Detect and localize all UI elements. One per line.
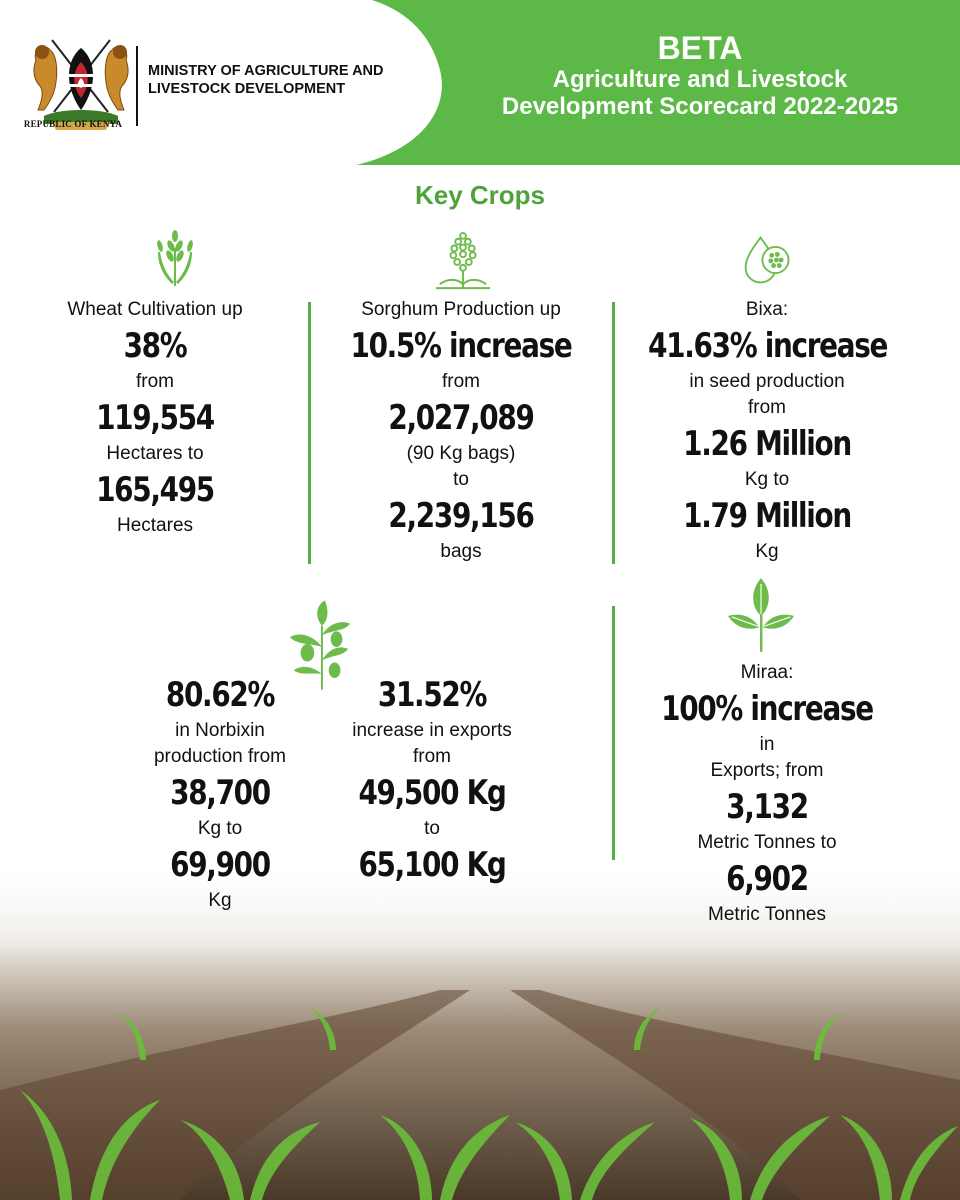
bixa-end-unit: Kg bbox=[755, 541, 779, 562]
miraa-label: Miraa: bbox=[740, 662, 794, 683]
wheat-label: Wheat Cultivation up bbox=[67, 299, 243, 320]
norbixin-start-value: 38,700 bbox=[170, 773, 271, 813]
sorghum-label: Sorghum Production up bbox=[361, 299, 561, 320]
wheat-icon bbox=[157, 230, 193, 286]
exports-to: to bbox=[424, 818, 440, 839]
sorghum-end-value: 2,239,156 bbox=[388, 496, 534, 536]
miraa-start-value: 3,132 bbox=[726, 787, 809, 827]
coat-of-arms-icon bbox=[33, 39, 129, 130]
sorghum-icon bbox=[435, 231, 491, 290]
miraa-description-2: Exports; from bbox=[710, 760, 824, 781]
header-banner bbox=[356, 0, 960, 165]
coat-caption: REPUBLIC OF KENYA bbox=[23, 119, 123, 129]
crop-field-image bbox=[0, 860, 960, 1200]
wheat-from: from bbox=[136, 371, 174, 392]
section-title: Key Crops bbox=[414, 180, 546, 210]
miraa-leaf-icon bbox=[728, 578, 794, 652]
header-divider bbox=[136, 46, 138, 126]
column-separator-3 bbox=[612, 606, 615, 936]
title-line-1: Agriculture and Livestock bbox=[552, 66, 848, 93]
sorghum-start-unit: (90 Kg bags) bbox=[406, 443, 516, 464]
bixa-start-unit: Kg to bbox=[744, 469, 790, 490]
sorghum-percent: 10.5% increase bbox=[350, 326, 573, 366]
bixa-seed-icon bbox=[744, 236, 790, 284]
exports-description-2: from bbox=[413, 746, 451, 767]
sorghum-start-value: 2,027,089 bbox=[388, 398, 534, 438]
miraa-end-value: 6,902 bbox=[726, 859, 809, 899]
miraa-stat: Miraa: 100% increase in Exports; from 3,… bbox=[622, 660, 912, 928]
exports-end-value: 65,100 Kg bbox=[358, 845, 506, 885]
wheat-stat: Wheat Cultivation up 38% from 119,554 He… bbox=[20, 297, 290, 539]
miraa-start-unit: Metric Tonnes to bbox=[697, 832, 837, 853]
norbixin-percent: 80.62% bbox=[165, 675, 276, 715]
bixa-end-value: 1.79 Million bbox=[683, 496, 852, 536]
column-separator-2 bbox=[612, 302, 615, 564]
ministry-line-2: LIVESTOCK DEVELOPMENT bbox=[148, 81, 346, 97]
ministry-name: MINISTRY OF AGRICULTURE AND LIVESTOCK DE… bbox=[148, 62, 418, 98]
exports-percent: 31.52% bbox=[377, 675, 488, 715]
title-beta: BETA bbox=[657, 30, 743, 66]
bixa-stat: Bixa: 41.63% increase in seed production… bbox=[622, 297, 912, 565]
bixa-plant-icon bbox=[289, 600, 351, 690]
norbixin-start-unit: Kg to bbox=[197, 818, 243, 839]
miraa-end-unit: Metric Tonnes bbox=[708, 904, 826, 925]
scorecard-title: BETA Agriculture and Livestock Developme… bbox=[445, 30, 955, 120]
exports-description-1: increase in exports bbox=[352, 720, 512, 741]
wheat-percent: 38% bbox=[123, 326, 188, 366]
wheat-end-value: 165,495 bbox=[96, 470, 215, 510]
norbixin-end-value: 69,900 bbox=[170, 845, 271, 885]
miraa-description-1: in bbox=[759, 734, 775, 755]
exports-start-value: 49,500 Kg bbox=[358, 773, 506, 813]
norbixin-end-unit: Kg bbox=[208, 890, 232, 911]
title-line-2: Development Scorecard 2022-2025 bbox=[501, 93, 899, 120]
norbixin-description-1: in Norbixin bbox=[175, 720, 265, 741]
sorghum-stat: Sorghum Production up 10.5% increase fro… bbox=[318, 297, 604, 565]
norbixin-stat: 80.62% in Norbixin production from 38,70… bbox=[110, 672, 330, 914]
bixa-exports-stat: 31.52% increase in exports from 49,500 K… bbox=[312, 672, 552, 888]
bixa-description: in seed production bbox=[689, 371, 845, 392]
sorghum-from: from bbox=[442, 371, 480, 392]
bixa-from: from bbox=[748, 397, 786, 418]
sorghum-end-unit: bags bbox=[440, 541, 482, 562]
norbixin-description-2: production from bbox=[153, 746, 286, 767]
bixa-label: Bixa: bbox=[745, 299, 789, 320]
sorghum-to: to bbox=[453, 469, 469, 490]
miraa-percent: 100% increase bbox=[661, 689, 874, 729]
bixa-start-value: 1.26 Million bbox=[683, 424, 852, 464]
column-separator-1 bbox=[308, 302, 311, 564]
ministry-line-1: MINISTRY OF AGRICULTURE AND bbox=[148, 63, 384, 79]
bixa-percent: 41.63% increase bbox=[648, 326, 888, 366]
wheat-end-unit: Hectares bbox=[116, 515, 194, 536]
wheat-start-value: 119,554 bbox=[96, 398, 215, 438]
wheat-start-unit: Hectares to bbox=[106, 443, 204, 464]
